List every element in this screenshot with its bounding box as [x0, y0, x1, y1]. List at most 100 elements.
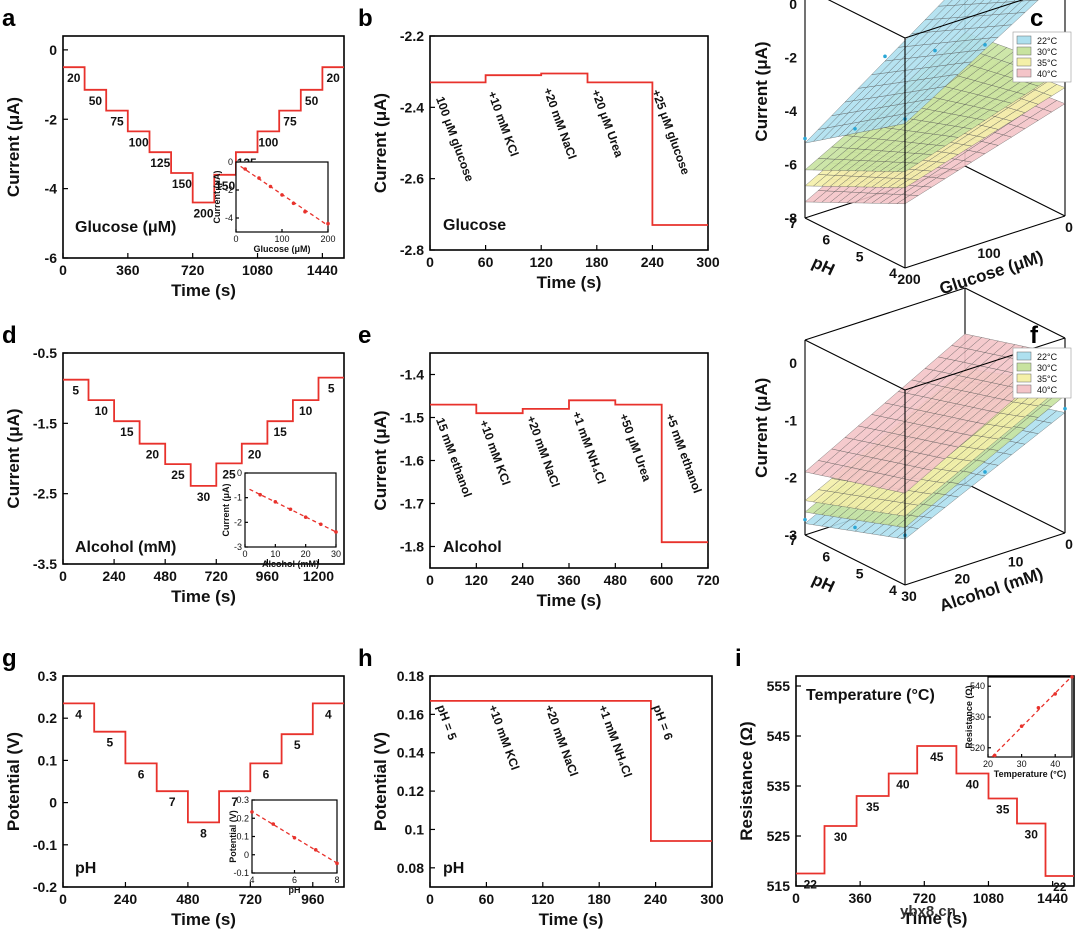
- y-tick-label: 555: [767, 678, 791, 694]
- y-tick-label: 0.12: [397, 783, 424, 799]
- annotation-label: +50 μM Urea: [617, 412, 655, 484]
- y-axis-label: Current (μA): [4, 408, 23, 508]
- plot-frame: [62, 352, 345, 565]
- y-tick-label: -1.7: [400, 496, 424, 512]
- box-edge: [804, 339, 906, 391]
- x-tick-label: 0: [59, 568, 67, 584]
- panel-b: b 0 60 120 180 240 300 -2.2 -2.4 -2.6 -2.8 Time (s)…: [358, 5, 720, 292]
- y-axis-label: Current (μA): [4, 97, 23, 197]
- surface-cell: [1029, 0, 1039, 1]
- watermark: ybx8.cn: [900, 903, 956, 920]
- box-edge: [964, 482, 1066, 534]
- y-tick-label: 5: [856, 248, 864, 264]
- annotation-label: +1 mM NH₄Cl: [569, 409, 608, 485]
- step-label: 35: [866, 800, 880, 814]
- step-label: 22: [804, 878, 818, 892]
- x-tick-label: 240: [102, 568, 126, 584]
- step-label: 20: [67, 71, 81, 85]
- step-label: 50: [305, 94, 319, 108]
- y-tick-label: -0.5: [33, 345, 57, 361]
- y-tick-label: 6: [822, 232, 830, 248]
- series-line: [63, 702, 344, 824]
- inset-x-tick-label: 10: [270, 549, 280, 559]
- x-tick-label: 120: [530, 254, 554, 270]
- y-tick-label: 7: [789, 532, 797, 548]
- surface-40°C: [804, 333, 1066, 494]
- x-tick-label: 360: [848, 890, 872, 906]
- inset-x-label: Temperature (°C): [994, 769, 1066, 779]
- x-tick-label: 0: [792, 890, 800, 906]
- box-edge: [827, 0, 906, 39]
- x-tick-label: 10: [1008, 553, 1024, 569]
- inset-point: [303, 515, 308, 519]
- z-axis-label: Current (μA): [752, 41, 771, 141]
- inset-y-tick-label: -2: [234, 517, 242, 527]
- y-tick-label: -2.2: [400, 28, 424, 44]
- surface-cell: [951, 333, 974, 348]
- y-tick-label: -2.5: [33, 486, 57, 502]
- step-label: 22: [1053, 880, 1067, 894]
- step-label: 10: [95, 404, 109, 418]
- x-tick-label: 200: [897, 271, 921, 287]
- x-tick-label: 960: [301, 891, 325, 907]
- inset-point: [319, 522, 323, 527]
- x-tick-label: 0: [59, 262, 67, 278]
- inset-x-tick-label: 40: [1050, 759, 1060, 769]
- series-line: [63, 66, 344, 204]
- x-axis-label: Time (s): [539, 910, 604, 929]
- y-tick-label: 4: [889, 582, 897, 598]
- annotation-label: +10 mM KCl: [477, 418, 514, 487]
- y-axis-label: Resistance (Ω): [737, 721, 756, 840]
- panel-title: Alcohol: [443, 539, 502, 556]
- step-label: 30: [197, 490, 211, 504]
- x-tick-label: 60: [479, 891, 495, 907]
- y-tick-label: 0.08: [397, 860, 424, 876]
- y-axis-label: pH: [809, 253, 838, 280]
- inset-x-label: Alcohol (mM): [262, 559, 319, 569]
- y-tick-label: 535: [767, 778, 791, 794]
- box-edge: [904, 532, 1066, 586]
- data-point: [1063, 406, 1067, 411]
- inset-x-tick-label: 200: [320, 234, 335, 244]
- y-tick-label: -3.5: [33, 556, 57, 572]
- data-point: [883, 54, 887, 59]
- annotation-label: +1 mM NH₄Cl: [596, 703, 635, 779]
- x-tick-label: 0: [426, 891, 434, 907]
- x-tick-label: 720: [181, 262, 205, 278]
- inset-x-tick-label: 4: [249, 875, 254, 885]
- x-axis-label: Time (s): [537, 273, 602, 292]
- panel-a: a 0 360 720 1080 1440 0 -2 -4 -6 Time (s) Current (…: [2, 5, 345, 300]
- panel-label: d: [2, 322, 17, 349]
- data-point: [803, 517, 807, 522]
- legend-label: 40°C: [1037, 385, 1058, 395]
- panel-label: b: [358, 5, 373, 32]
- inset-y-label: Current (μA): [221, 483, 231, 536]
- legend-label: 22°C: [1037, 352, 1058, 362]
- step-label: 35: [996, 803, 1010, 817]
- x-tick-label: 100: [977, 245, 1001, 261]
- step-label: 150: [215, 179, 235, 193]
- panel-label: i: [735, 645, 742, 672]
- x-tick-label: 240: [641, 254, 665, 270]
- panel-label: e: [358, 322, 371, 349]
- box-edge: [964, 165, 1066, 217]
- panel-i: i 0 360 720 1080 1440 555 545 535 525 515 Time (s) R…: [735, 645, 1075, 928]
- y-tick-label: -2.8: [400, 242, 424, 258]
- inset-x-tick-label: 30: [331, 549, 341, 559]
- panel-label: c: [1030, 5, 1043, 32]
- x-tick-label: 120: [465, 572, 489, 588]
- legend-swatch: [1016, 46, 1032, 56]
- inset-x-tick-label: 30: [1017, 759, 1027, 769]
- inset-point: [250, 810, 254, 814]
- inset-y-tick-label: 0: [228, 157, 233, 167]
- step-label: 4: [75, 707, 82, 721]
- data-point: [853, 525, 857, 530]
- box-edge: [804, 534, 906, 586]
- legend-swatch: [1016, 362, 1032, 372]
- y-axis-label: Potential (V): [4, 732, 23, 831]
- x-tick-label: 1440: [1037, 890, 1068, 906]
- panel-e: e 0 120 240 360 480 600 720 -1.4 -1.5 -1.6 -1.7 -1.8…: [358, 322, 720, 610]
- inset-frame: [235, 161, 329, 233]
- step-label: 25: [222, 467, 236, 481]
